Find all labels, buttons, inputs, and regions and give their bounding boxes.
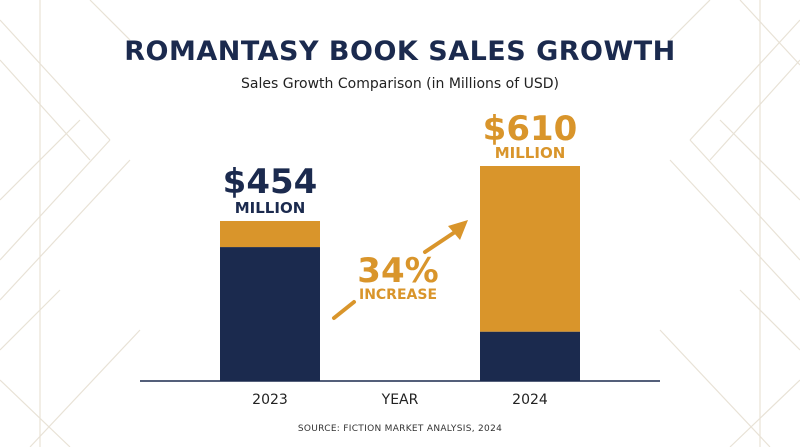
x-axis-title: YEAR (381, 392, 419, 408)
x-tick-label-2023: 2023 (252, 392, 288, 408)
growth-annotation-label: INCREASE (359, 287, 437, 303)
x-tick-label-2024: 2024 (512, 392, 548, 408)
bar-2024-gold-segment (480, 166, 580, 332)
growth-arrow-head (448, 220, 468, 240)
growth-annotation-value: 34% (357, 251, 438, 291)
bar-2023-navy-segment (220, 247, 320, 381)
chart-subtitle: Sales Growth Comparison (in Millions of … (241, 76, 559, 92)
data-label-2023-unit: MILLION (235, 199, 306, 217)
growth-arrow-tail (332, 300, 356, 320)
growth-arrow-shaft (423, 230, 457, 254)
bar-2023-gold-segment (220, 220, 320, 248)
data-label-2024-unit: MILLION (495, 144, 566, 162)
data-label-2023-amount: $454 (223, 162, 318, 202)
chart-title: ROMANTASY BOOK SALES GROWTH (124, 36, 676, 67)
data-label-2024-amount: $610 (483, 109, 578, 149)
source-note: SOURCE: FICTION MARKET ANALYSIS, 2024 (297, 424, 503, 434)
bar-2024-navy-segment (480, 331, 580, 381)
